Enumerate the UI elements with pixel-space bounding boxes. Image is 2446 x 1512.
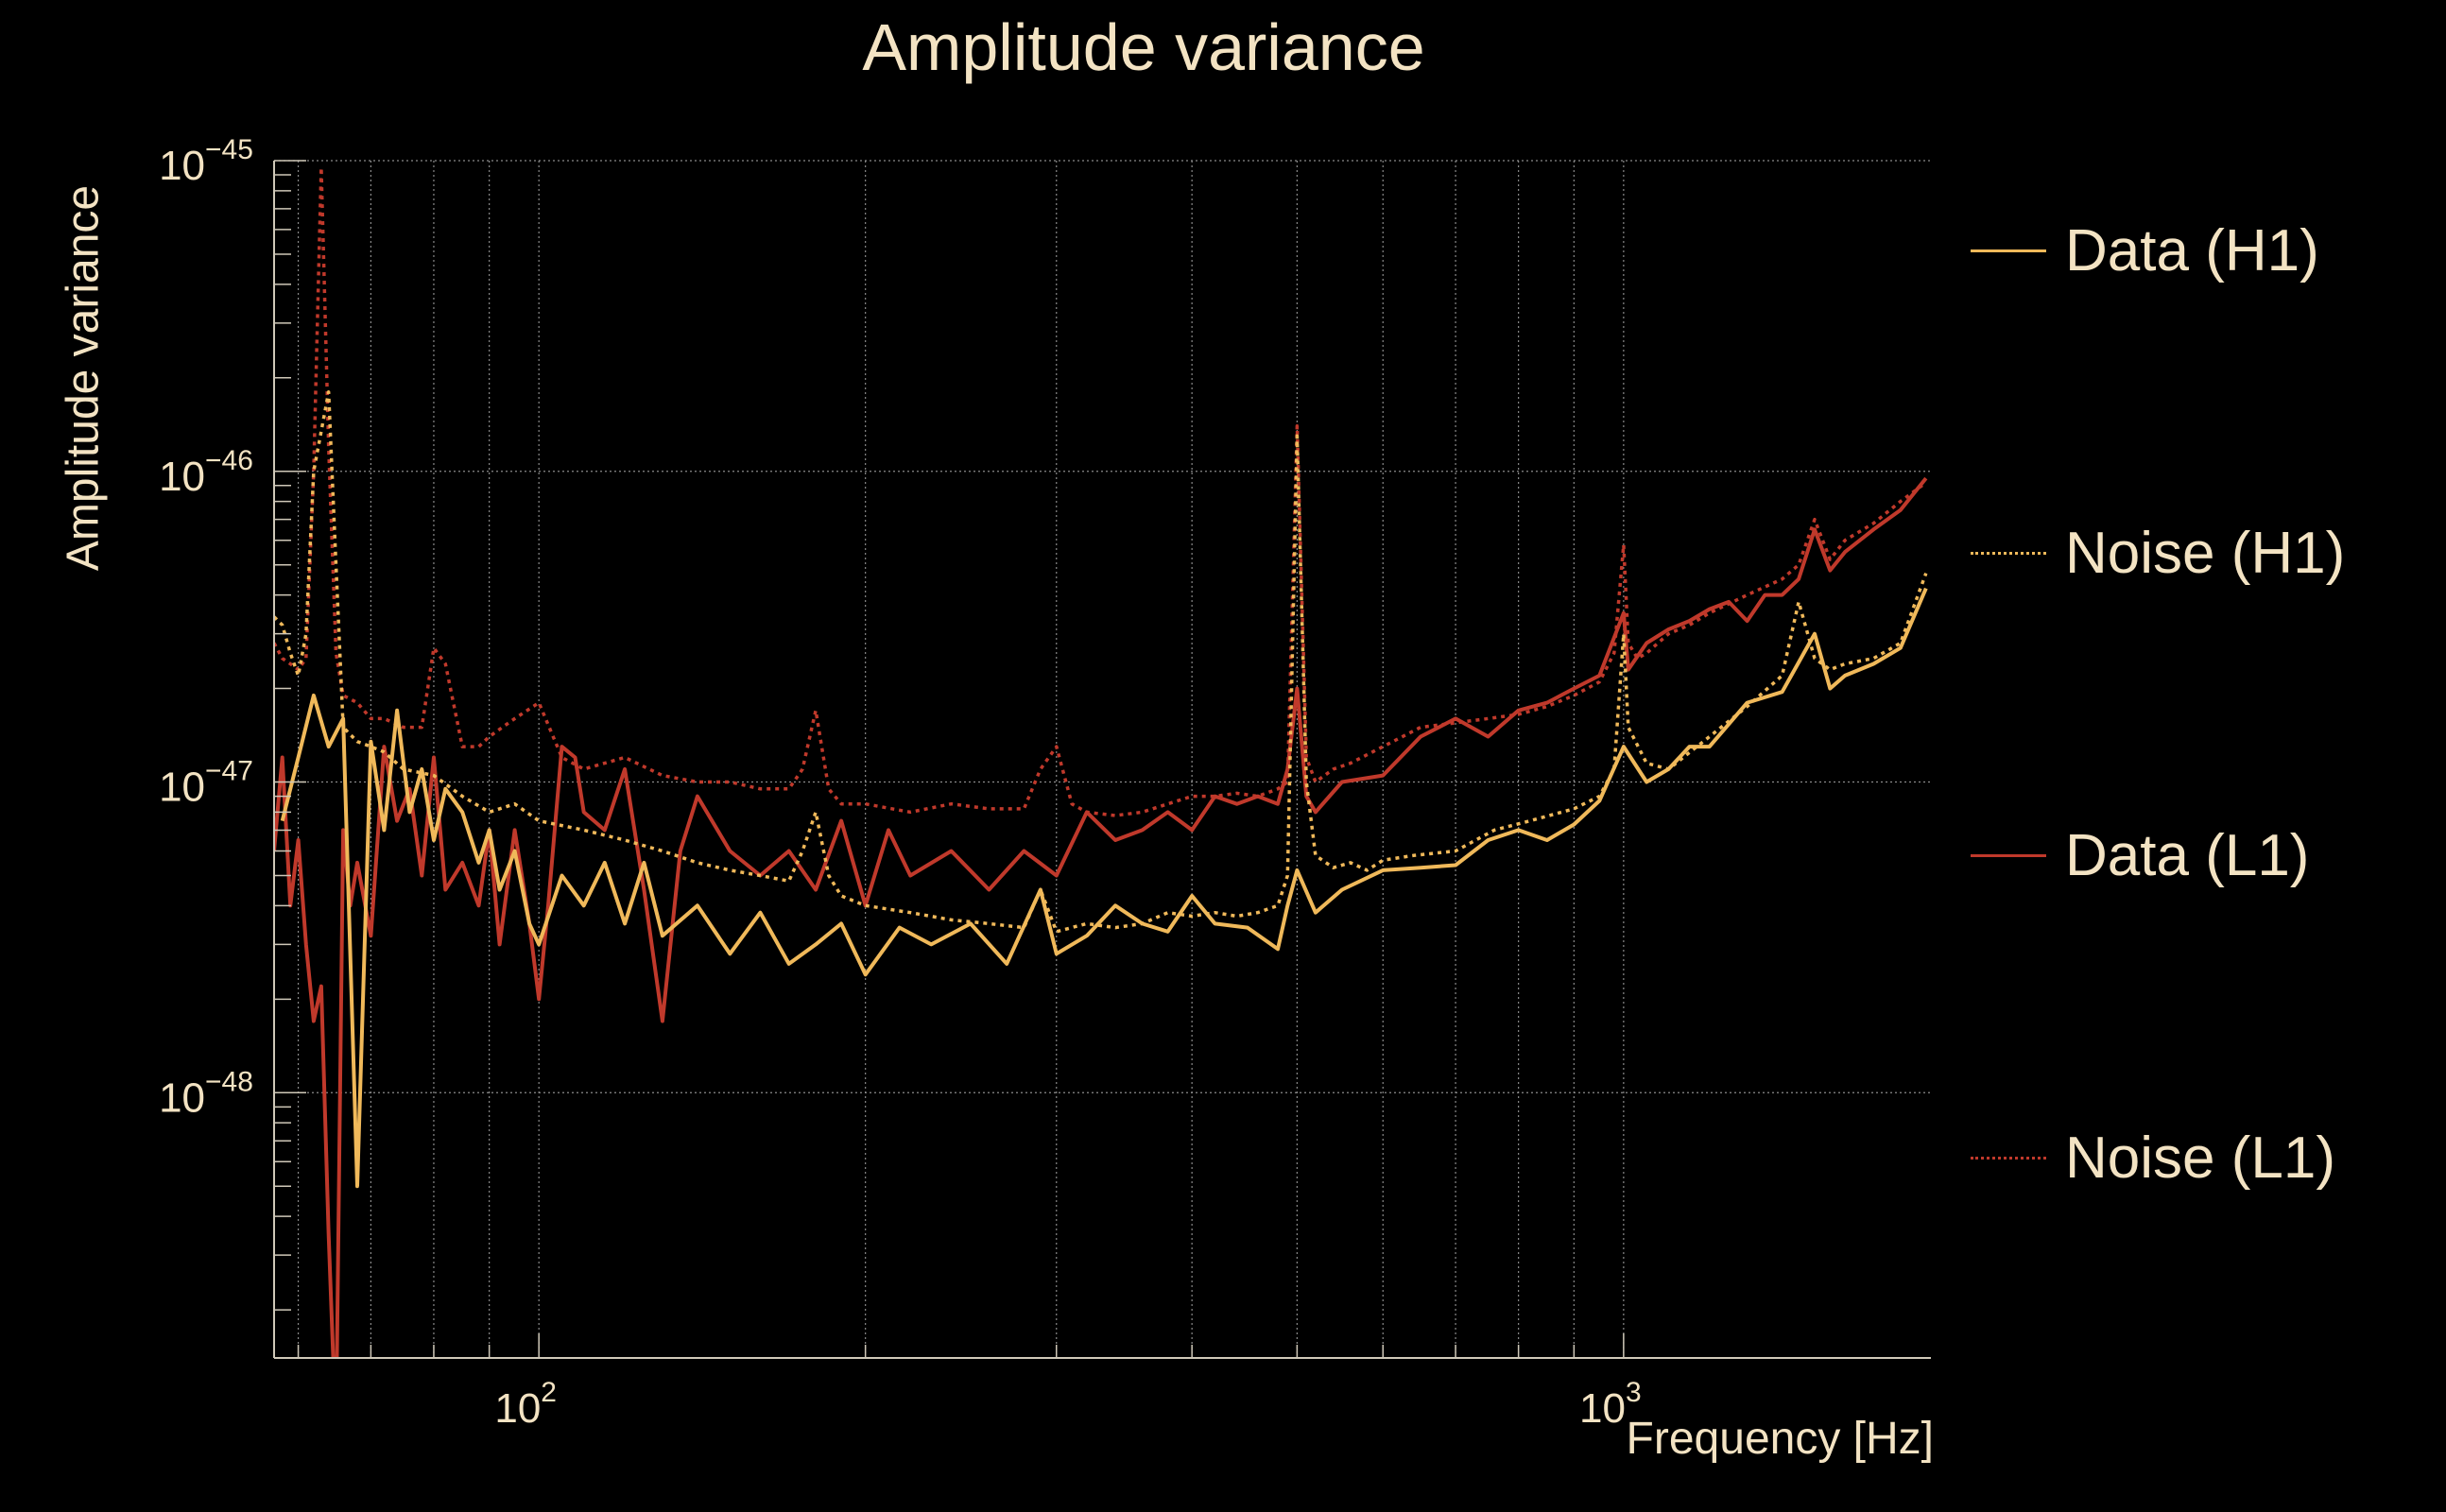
x-tick-label-exp: 2 — [541, 1377, 557, 1408]
y-tick-label-exp: −45 — [205, 134, 253, 165]
legend-swatch — [1971, 551, 2046, 555]
legend-swatch — [1971, 249, 2046, 252]
legend-item: Noise (L1) — [1971, 1120, 2335, 1195]
grid — [274, 160, 1931, 1358]
y-tick-label: 10−46 — [159, 445, 253, 500]
y-tick-label: 10−48 — [159, 1066, 253, 1121]
x-tick-label: 103 — [1579, 1377, 1642, 1432]
legend-label: Data (L1) — [2065, 822, 2310, 888]
x-axis-label: Frequency [Hz] — [1626, 1414, 1934, 1464]
legend-swatch — [1971, 853, 2046, 857]
legend-swatch — [1971, 1156, 2046, 1160]
x-tick-label-base: 10 — [494, 1385, 541, 1432]
legend-label: Data (H1) — [2065, 217, 2319, 284]
y-tick-label: 10−47 — [159, 756, 253, 811]
legend-item: Data (H1) — [1971, 213, 2319, 288]
chart-title: Amplitude variance — [862, 10, 1425, 84]
plot-series — [274, 165, 1928, 1358]
y-tick-label-exp: −46 — [205, 445, 253, 476]
legend-item: Noise (H1) — [1971, 515, 2345, 591]
legend-label: Noise (H1) — [2065, 520, 2346, 586]
series-line-data-l1 — [274, 476, 1928, 1358]
series-line-noise-l1 — [274, 165, 1927, 817]
y-tick-label-base: 10 — [159, 765, 205, 811]
x-tick-label: 102 — [494, 1377, 557, 1432]
y-tick-label-base: 10 — [159, 143, 205, 189]
y-tick-label-base: 10 — [159, 1074, 205, 1121]
legend-item: Data (L1) — [1971, 817, 2309, 893]
series-line-data-h1 — [280, 587, 1928, 1189]
y-tick-label-exp: −48 — [205, 1066, 253, 1097]
x-tick-label-exp: 3 — [1626, 1377, 1642, 1408]
y-tick-label: 10−45 — [159, 134, 253, 189]
legend-label: Noise (L1) — [2065, 1125, 2335, 1191]
x-tick-label-base: 10 — [1579, 1385, 1626, 1432]
y-tick-label-base: 10 — [159, 454, 205, 500]
y-tick-label-exp: −47 — [205, 756, 253, 787]
series-line-noise-h1 — [274, 390, 1928, 934]
